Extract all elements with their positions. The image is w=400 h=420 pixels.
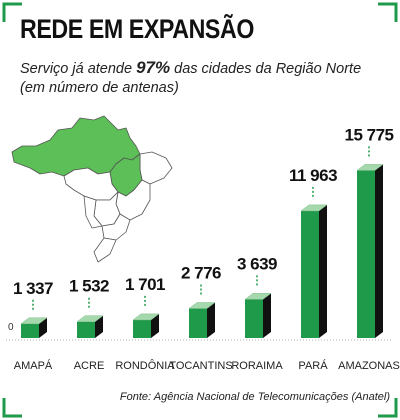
bar-top [244, 293, 272, 300]
value-label: 1 337 [13, 279, 53, 298]
x-tick-label: ACRE [74, 360, 105, 372]
bar-side [39, 317, 47, 338]
x-tick-label: TOCANTINS [169, 360, 232, 372]
bar-top [76, 315, 104, 322]
bar [357, 170, 375, 338]
bar-side [151, 313, 159, 338]
value-label: 1 701 [125, 275, 165, 294]
chart-subtitle: Serviço já atende 97% das cidades da Reg… [20, 58, 380, 98]
x-tick-label: RORAIMA [231, 360, 283, 372]
y-tick-label: 0 [8, 322, 14, 333]
value-label: 3 639 [237, 254, 277, 273]
bar [77, 321, 95, 338]
bar-top [132, 313, 160, 321]
bar [21, 323, 39, 338]
bar-top [356, 164, 384, 171]
bar-top [20, 317, 48, 325]
subtitle-highlight: 97% [136, 58, 171, 77]
chart-title: REDE EM EXPANSÃO [20, 14, 254, 44]
bar-side [319, 204, 327, 338]
x-tick-label: PARÁ [298, 359, 328, 372]
bar-top [300, 204, 328, 212]
bar [189, 308, 207, 338]
subtitle-text: Serviço já atende [20, 61, 137, 77]
value-label: 15 775 [345, 125, 394, 144]
value-label: 11 963 [289, 166, 337, 185]
bar-side [207, 302, 215, 338]
bar-side [95, 315, 103, 338]
x-tick-label: RONDÔNIA [115, 359, 175, 372]
bar [301, 210, 319, 338]
source: Fonte: Agência Nacional de Telecomunicaç… [120, 391, 390, 403]
x-tick-label: AMAZONAS [338, 360, 400, 372]
value-label: 1 532 [69, 277, 109, 296]
bar-side [263, 293, 271, 338]
value-label: 2 776 [181, 264, 221, 283]
bar-top [188, 302, 216, 309]
bar-side [375, 164, 383, 338]
bar [245, 299, 263, 338]
bar [133, 319, 151, 338]
map [11, 115, 173, 263]
subtitle-text: das cidades da Região Norte (em número d… [20, 61, 362, 96]
x-tick-label: AMAPÁ [14, 359, 53, 372]
